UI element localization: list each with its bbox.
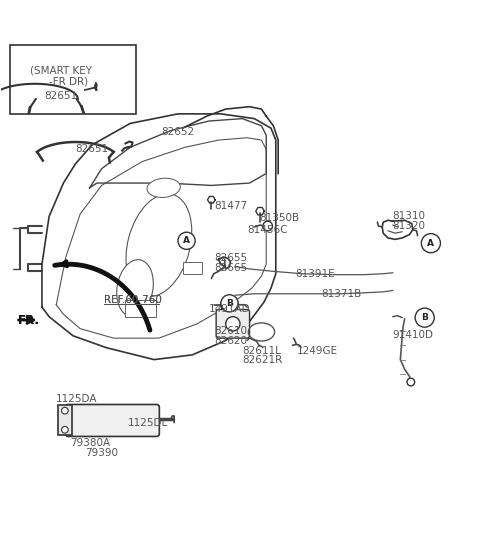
Text: 82651: 82651: [75, 144, 108, 154]
Circle shape: [421, 233, 441, 253]
Text: 91410D: 91410D: [393, 330, 434, 340]
Text: 81350B: 81350B: [259, 213, 299, 223]
Circle shape: [221, 296, 238, 314]
Text: -FR DR): -FR DR): [49, 77, 88, 87]
Ellipse shape: [126, 194, 192, 296]
Text: REF.60-760: REF.60-760: [104, 295, 162, 305]
Text: 81391E: 81391E: [295, 269, 335, 279]
Text: 1249GE: 1249GE: [297, 345, 338, 355]
Circle shape: [263, 221, 273, 231]
Text: 82611L: 82611L: [242, 345, 281, 355]
Text: B: B: [226, 299, 233, 308]
Text: 81371B: 81371B: [321, 289, 361, 299]
Text: 82652: 82652: [161, 126, 194, 136]
Bar: [125, 300, 156, 317]
Text: 81477: 81477: [214, 201, 247, 211]
Text: 82620: 82620: [214, 335, 247, 345]
Text: 82651: 82651: [44, 91, 77, 101]
FancyBboxPatch shape: [216, 310, 250, 338]
Text: (SMART KEY: (SMART KEY: [30, 66, 92, 76]
Text: 81310: 81310: [393, 211, 426, 221]
Bar: [183, 262, 202, 273]
Ellipse shape: [117, 260, 153, 316]
Text: FR.: FR.: [18, 314, 40, 326]
Text: 81320: 81320: [393, 221, 426, 231]
Text: 82665: 82665: [214, 262, 247, 272]
Text: FR.: FR.: [18, 315, 40, 328]
Circle shape: [221, 295, 238, 312]
Text: 82655: 82655: [214, 253, 247, 263]
Text: 1125DL: 1125DL: [128, 418, 168, 428]
Text: REF.60-760: REF.60-760: [104, 295, 162, 305]
Text: A: A: [183, 236, 190, 245]
Circle shape: [407, 378, 415, 386]
Text: 1125DA: 1125DA: [56, 394, 98, 404]
Circle shape: [61, 427, 68, 433]
Circle shape: [178, 232, 195, 250]
Circle shape: [415, 308, 434, 327]
Text: A: A: [427, 239, 434, 248]
Text: 82621R: 82621R: [242, 355, 283, 365]
Ellipse shape: [147, 178, 180, 197]
FancyBboxPatch shape: [65, 404, 159, 437]
Text: 79380A: 79380A: [71, 438, 111, 448]
Circle shape: [226, 317, 240, 331]
Text: 79390: 79390: [85, 448, 118, 458]
Circle shape: [61, 407, 68, 414]
Bar: [10, 45, 136, 114]
Text: B: B: [421, 313, 428, 322]
Text: 1491AD: 1491AD: [209, 304, 251, 314]
Bar: [58, 405, 72, 435]
Text: 82610: 82610: [214, 326, 247, 336]
Text: 81456C: 81456C: [247, 225, 288, 235]
